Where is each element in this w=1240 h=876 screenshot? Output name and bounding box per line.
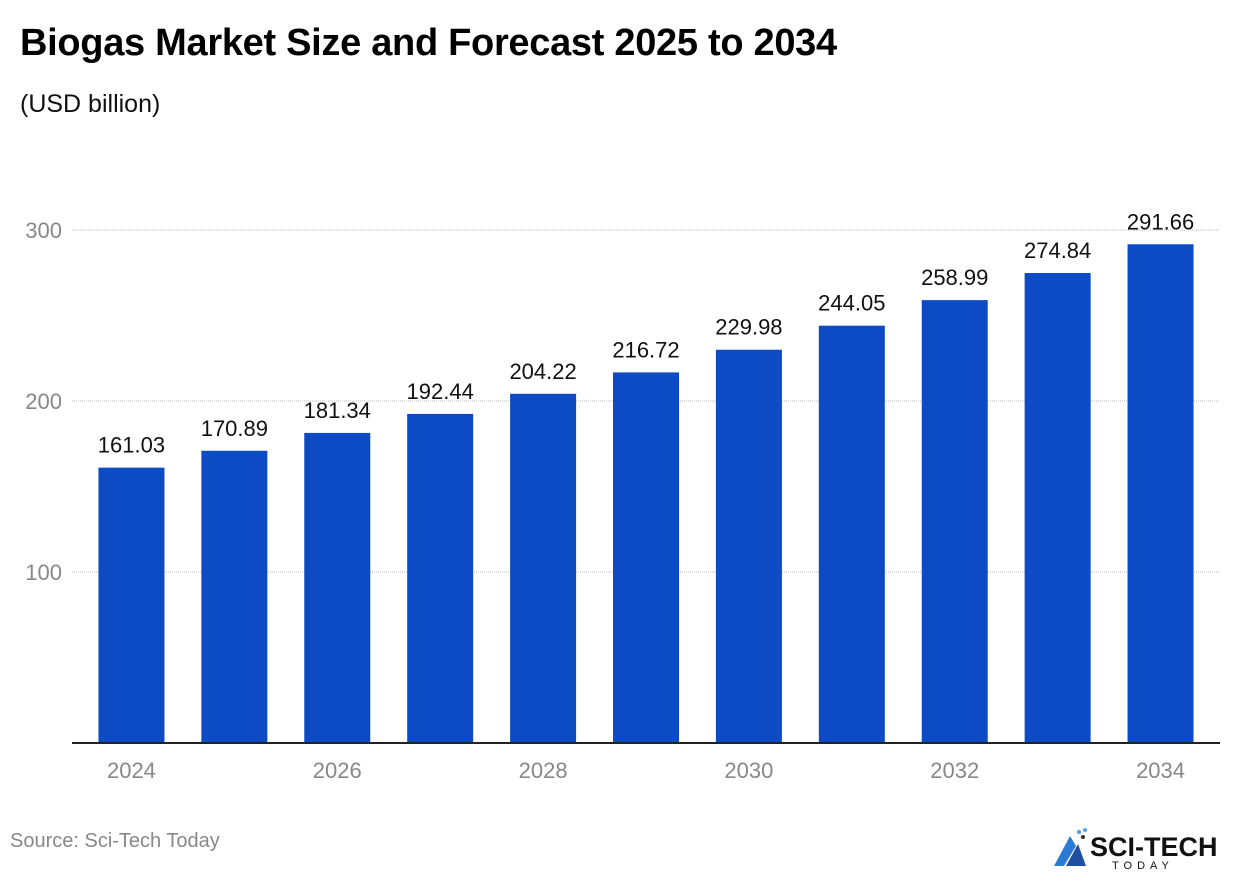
source-note: Source: Sci-Tech Today (10, 830, 220, 852)
data-label: 170.89 (201, 416, 268, 441)
data-label: 229.98 (715, 315, 782, 340)
data-label: 181.34 (304, 398, 371, 423)
chart-subtitle: (USD billion) (20, 90, 161, 118)
x-tick-label: 2030 (724, 758, 773, 783)
bar (98, 467, 165, 743)
y-tick-label: 200 (25, 389, 62, 414)
data-label: 258.99 (921, 265, 988, 290)
x-tick-label: 2028 (519, 758, 568, 783)
x-tick-label: 2034 (1136, 758, 1185, 783)
bar (201, 450, 268, 743)
data-label: 216.72 (612, 337, 679, 362)
x-tick-label: 2024 (107, 758, 156, 783)
sci-tech-today-logo: SCI-TECH TODAY (1054, 828, 1218, 870)
logo-subtext: TODAY (1112, 860, 1174, 870)
bar (921, 300, 988, 743)
bar (1024, 273, 1091, 743)
bar (818, 325, 885, 743)
chart-title: Biogas Market Size and Forecast 2025 to … (20, 22, 837, 64)
data-label: 244.05 (818, 291, 885, 316)
data-label: 161.03 (98, 433, 165, 458)
bar (613, 372, 679, 743)
y-tick-label: 300 (25, 218, 62, 243)
logo-text: SCI-TECH (1090, 832, 1218, 862)
data-label: 204.22 (509, 359, 576, 384)
bar (510, 393, 577, 743)
bar (407, 413, 474, 743)
bar (304, 432, 371, 743)
data-label: 291.66 (1127, 209, 1194, 234)
x-tick-label: 2032 (930, 758, 979, 783)
logo-mark-icon (1054, 828, 1087, 866)
bar (715, 349, 782, 743)
data-label: 192.44 (407, 379, 474, 404)
y-tick-label: 100 (25, 560, 62, 585)
bar (1127, 244, 1194, 743)
data-label: 274.84 (1024, 238, 1091, 263)
x-tick-label: 2026 (313, 758, 362, 783)
